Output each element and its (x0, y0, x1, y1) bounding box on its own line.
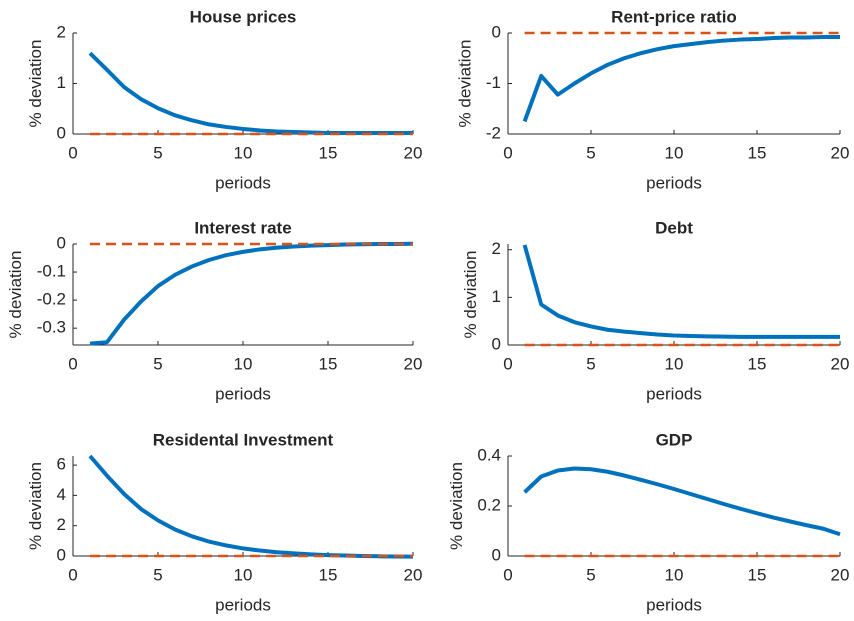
x-tick-label: 15 (748, 354, 767, 373)
series-line (88, 51, 413, 135)
x-tick-label: 0 (68, 354, 77, 373)
series-line (88, 454, 414, 559)
y-tick-label: -0.1 (37, 262, 66, 281)
y-tick-label: 0 (57, 233, 66, 252)
x-tick-label: 20 (404, 143, 423, 162)
subplot: 0 5 10 15 20 0 1 2 Debt periods % deviation (461, 218, 849, 403)
x-tick-label: 5 (153, 354, 162, 373)
y-axis-label: % deviation (26, 40, 45, 128)
x-tick-label: 20 (404, 354, 423, 373)
x-tick-label: 0 (503, 143, 512, 162)
x-tick-label: 15 (319, 565, 338, 584)
y-tick-label: 0 (492, 334, 501, 353)
y-tick-label: 2 (492, 239, 501, 258)
y-axis-label: % deviation (447, 462, 466, 550)
y-tick-label: 2 (57, 22, 66, 41)
y-tick-label: -2 (486, 123, 501, 142)
subplot: 0 5 10 15 20 0 2 4 6 Residental Investment periods… (26, 430, 422, 614)
x-axis-label: periods (215, 595, 271, 614)
x-tick-label: 10 (234, 143, 253, 162)
subplot-title: Debt (655, 218, 693, 237)
x-tick-label: 5 (586, 354, 595, 373)
series-line (522, 35, 840, 123)
x-axis-label: periods (215, 173, 271, 192)
x-tick-label: 15 (748, 143, 767, 162)
x-tick-label: 10 (665, 354, 684, 373)
x-tick-label: 5 (153, 565, 162, 584)
y-axis-label: % deviation (6, 251, 25, 339)
y-tick-label: 0 (492, 22, 501, 41)
y-tick-label: 2 (57, 515, 66, 534)
x-tick-label: 20 (831, 354, 850, 373)
y-tick-label: 1 (492, 287, 501, 306)
y-tick-label: 0 (492, 545, 501, 564)
subplot: 0 5 10 15 20 -2 -1 0 Rent-price ratio periods % de… (455, 7, 849, 192)
y-tick-label: -0.2 (37, 290, 66, 309)
x-tick-label: 10 (665, 565, 684, 584)
x-tick-label: 0 (68, 565, 77, 584)
x-tick-label: 0 (503, 354, 512, 373)
y-tick-label: 1 (57, 73, 66, 92)
subplot-title: Interest rate (194, 218, 291, 237)
subplot-title: House prices (190, 7, 297, 26)
x-tick-label: 5 (586, 565, 595, 584)
x-tick-label: 5 (586, 143, 595, 162)
series-line (522, 244, 840, 339)
x-axis-label: periods (646, 173, 702, 192)
y-tick-label: 0.2 (477, 495, 501, 514)
y-axis-label: % deviation (455, 40, 474, 128)
y-tick-label: -1 (486, 73, 501, 92)
subplot-title: Rent-price ratio (611, 7, 737, 26)
y-tick-label: 4 (57, 485, 66, 504)
subplot: 0 5 10 15 20 0 1 2 House prices periods % deviatio… (26, 7, 422, 192)
y-axis-label: % deviation (461, 251, 480, 339)
x-axis-label: periods (646, 595, 702, 614)
x-tick-label: 15 (748, 565, 767, 584)
x-axis-label: periods (646, 384, 702, 403)
x-tick-label: 10 (234, 354, 253, 373)
x-tick-label: 10 (234, 565, 253, 584)
x-tick-label: 15 (319, 354, 338, 373)
x-tick-label: 20 (404, 565, 423, 584)
x-tick-label: 0 (68, 143, 77, 162)
y-tick-label: 6 (57, 455, 66, 474)
subplot-title: GDP (656, 430, 693, 449)
x-tick-label: 20 (831, 143, 850, 162)
y-tick-label: -0.3 (37, 318, 66, 337)
y-tick-label: 0 (57, 123, 66, 142)
x-tick-label: 15 (319, 143, 338, 162)
subplot-title: Residental Investment (153, 430, 334, 449)
x-tick-label: 10 (665, 143, 684, 162)
y-tick-label: 0 (57, 545, 66, 564)
y-tick-label: 0.4 (477, 445, 501, 464)
series-line (523, 466, 841, 537)
subplot: 0 5 10 15 20 0 0.2 0.4 GDP periods % deviation (447, 430, 850, 614)
subplot: 0 5 10 15 20 -0.3 -0.2 -0.1 0 Interest rate period… (6, 218, 422, 403)
series-line (89, 241, 414, 346)
y-axis-label: % deviation (26, 462, 45, 550)
x-axis-label: periods (215, 384, 271, 403)
x-tick-label: 5 (153, 143, 162, 162)
x-tick-label: 0 (503, 565, 512, 584)
x-tick-label: 20 (831, 565, 850, 584)
